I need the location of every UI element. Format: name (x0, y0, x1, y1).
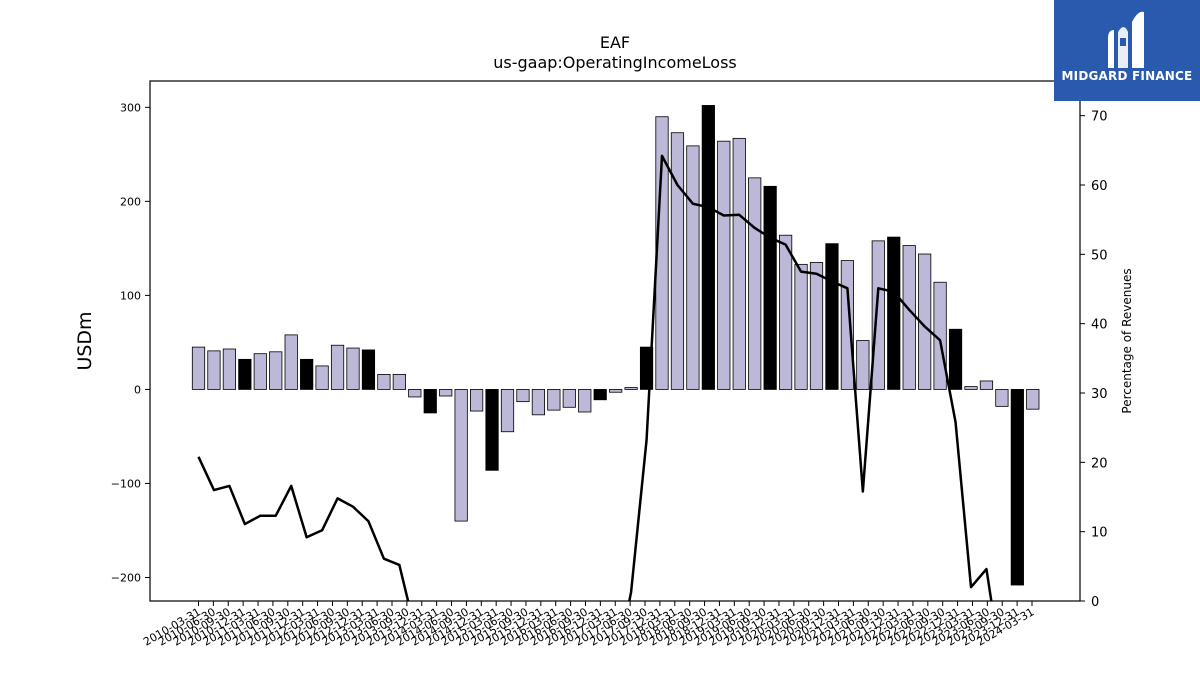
bar (670, 132, 685, 390)
x-axis: 2010-03-312010-06-302010-09-302010-12-31… (141, 601, 1037, 649)
bar (809, 262, 824, 390)
bar (748, 177, 762, 390)
bar (315, 365, 329, 390)
y-tick-label: 300 (120, 101, 141, 114)
y2-tick-label: 70 (1091, 110, 1108, 125)
bar (686, 145, 700, 390)
chart-subtitle: us-gaap:OperatingIncomeLoss (493, 53, 737, 72)
bar (995, 389, 1009, 407)
bar (377, 373, 391, 390)
bar (979, 380, 994, 390)
y2-tick-label: 30 (1091, 387, 1108, 402)
y2-tick-label: 50 (1091, 248, 1108, 263)
y-tick-label: 200 (120, 195, 141, 208)
bar (1026, 389, 1040, 410)
y2-tick-label: 40 (1091, 318, 1108, 333)
y2-tick-label: 20 (1091, 456, 1108, 471)
y-axis: −200 −100 0 100 200 300 (111, 101, 150, 584)
bar (763, 185, 777, 390)
bar (593, 389, 607, 401)
bar (423, 389, 437, 414)
y2-axis: 0 10 20 30 40 50 60 70 (1080, 110, 1108, 610)
bar (547, 389, 561, 411)
bar (779, 234, 793, 390)
y2-tick-label: 0 (1091, 595, 1099, 610)
bar (856, 340, 870, 390)
bar (269, 351, 283, 390)
bar (918, 253, 932, 390)
bar (516, 389, 530, 403)
y-tick-label: −100 (111, 477, 141, 490)
y-tick-label: 100 (120, 289, 141, 302)
bar (562, 389, 576, 408)
percentage-line (197, 154, 993, 601)
bar (500, 389, 515, 433)
bar (609, 389, 623, 393)
bar (284, 334, 298, 390)
bar (794, 263, 808, 390)
bar (701, 105, 715, 390)
bars-group (191, 105, 1040, 586)
bar (732, 137, 746, 390)
bar (717, 140, 731, 390)
bar (392, 373, 406, 390)
bar (253, 353, 267, 390)
bar (222, 348, 236, 390)
bar (207, 350, 221, 390)
bar (624, 387, 638, 390)
bar (578, 389, 592, 413)
bar (361, 349, 376, 390)
bar (871, 240, 885, 390)
bar (330, 344, 345, 390)
y2-tick-label: 10 (1091, 526, 1108, 541)
bar (1010, 389, 1024, 586)
bar (948, 328, 963, 390)
bar (408, 389, 422, 398)
bar (887, 236, 901, 390)
chart-title: EAF (599, 33, 631, 52)
y-tick-label: 0 (134, 383, 141, 396)
bar (469, 389, 484, 412)
bar (840, 260, 855, 390)
bar (439, 389, 453, 397)
bar (485, 389, 499, 471)
bar (825, 243, 839, 390)
bar (346, 347, 360, 390)
bar (531, 389, 546, 416)
bar (454, 389, 468, 522)
bar (191, 346, 206, 390)
midgard-logo-icon (1108, 11, 1144, 68)
bar (902, 245, 916, 390)
y2-axis-label: Percentage of Revenues (1120, 268, 1134, 413)
y2-tick-label: 60 (1091, 179, 1108, 194)
y-tick-label: −200 (111, 571, 141, 584)
bar (300, 358, 314, 390)
brand-name: MIDGARD FINANCE (1061, 69, 1193, 83)
y-axis-label: USDm (74, 311, 96, 370)
brand-logo: MIDGARD FINANCE (1054, 0, 1200, 101)
bar (964, 386, 978, 390)
bar (238, 358, 252, 390)
